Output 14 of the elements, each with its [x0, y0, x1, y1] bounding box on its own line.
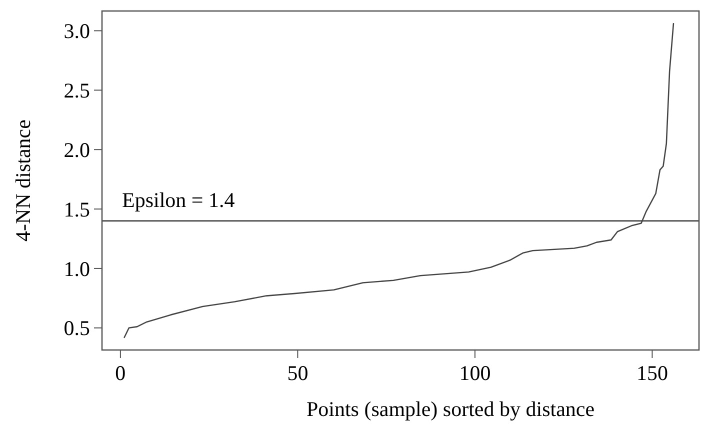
line-series: [124, 22, 674, 338]
x-tick-label: 0: [115, 361, 126, 385]
y-axis-title: 4-NN distance: [11, 120, 35, 242]
x-axis-title: Points (sample) sorted by distance: [306, 397, 595, 421]
x-tick-label: 150: [636, 361, 668, 385]
x-tick-label: 50: [287, 361, 308, 385]
x-tick-label: 100: [459, 361, 491, 385]
y-tick-label: 1.5: [64, 197, 90, 222]
y-tick-label: 2.0: [64, 138, 90, 162]
y-tick-label: 0.5: [64, 316, 90, 340]
y-tick-label: 3.0: [64, 19, 90, 44]
y-tick-label: 2.5: [64, 78, 90, 103]
y-tick-label: 1.0: [64, 256, 90, 281]
ref-line-label: Epsilon = 1.4: [122, 188, 236, 212]
